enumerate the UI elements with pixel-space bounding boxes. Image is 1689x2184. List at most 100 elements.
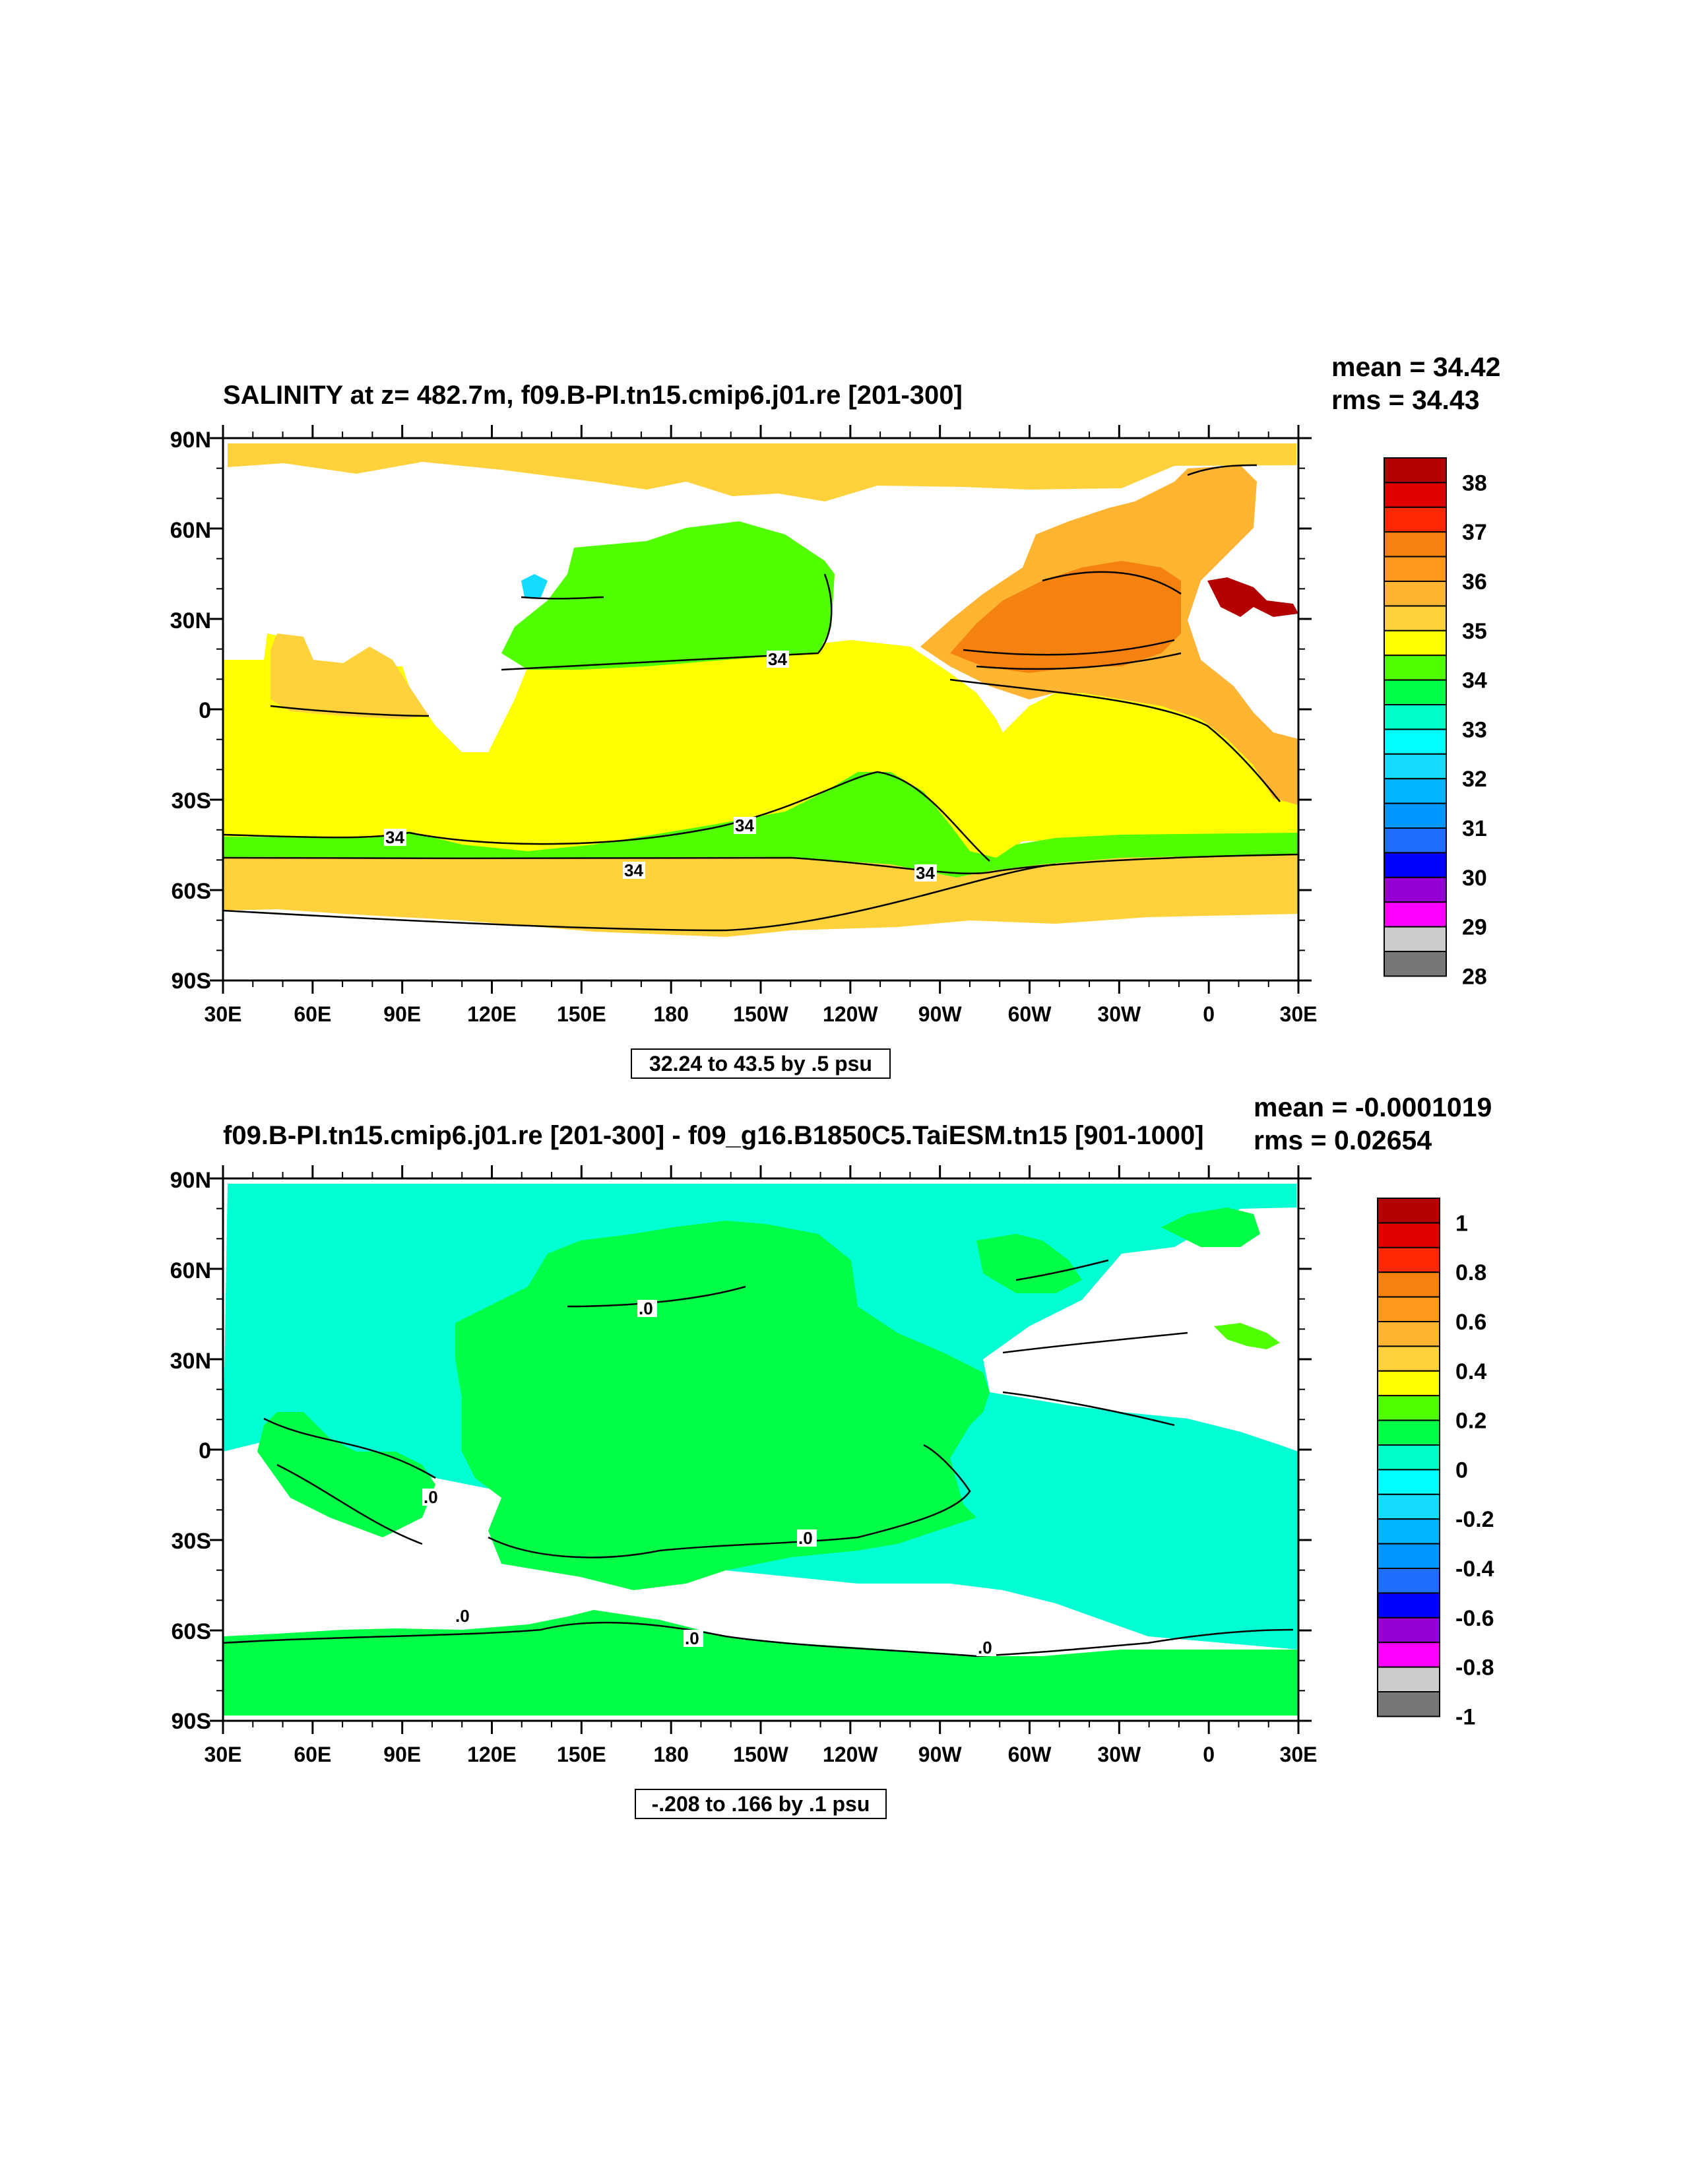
colorbar-label: 36	[1462, 569, 1487, 594]
colorbar-label: -0.2	[1455, 1507, 1494, 1532]
colorbar-swatch	[1377, 1469, 1440, 1495]
panel-1-map: 34 34 34 34 34	[223, 443, 1298, 937]
panel-2-colorbar: 1 0.8 0.6 0.4 0.2 0 -0.2 -0.4 -0.6 -0.8 -1	[1377, 1198, 1494, 1729]
colorbar-swatch	[1384, 926, 1447, 952]
colorbar-label: 0.6	[1455, 1310, 1486, 1335]
colorbar-swatch	[1384, 482, 1447, 508]
colorbar-label: -0.8	[1455, 1655, 1494, 1681]
panel-2-map: .0 .0 .0 .0 .0 .0	[223, 1184, 1298, 1716]
lon-label: 90E	[383, 1743, 421, 1766]
colorbar-swatch	[1384, 457, 1447, 484]
colorbar-swatch	[1384, 802, 1447, 829]
colorbar-swatch	[1377, 1370, 1440, 1397]
contour-label: 34	[916, 863, 935, 883]
colorbar-swatch	[1377, 1345, 1440, 1372]
lat-label: 0	[199, 698, 211, 723]
lon-label: 90W	[918, 1002, 963, 1026]
contour-label: .0	[685, 1628, 699, 1648]
lon-label: 0	[1203, 1743, 1215, 1766]
colorbar-swatch	[1377, 1617, 1440, 1644]
lon-label: 120E	[467, 1743, 517, 1766]
lon-label: 180	[653, 1743, 688, 1766]
colorbar-swatch	[1384, 876, 1447, 903]
lon-label: 60W	[1008, 1743, 1052, 1766]
panel-2-rms: rms = 0.02654	[1254, 1125, 1432, 1155]
greenland-sea-diff-region	[1161, 1207, 1260, 1247]
lat-label: 60S	[172, 879, 212, 904]
lat-label: 30N	[170, 1349, 211, 1374]
colorbar-swatch	[1384, 827, 1447, 854]
contour-label: .0	[798, 1528, 813, 1548]
colorbar-label: 0	[1455, 1458, 1468, 1483]
lat-label: 60N	[170, 518, 211, 543]
southern-ocean-salty-ring	[223, 854, 1298, 937]
colorbar-swatch	[1384, 951, 1447, 977]
panel-2-contours	[223, 1259, 1294, 1657]
southern-ocean-fresh-band	[223, 772, 1298, 878]
lat-label: 30S	[172, 1529, 212, 1554]
panel-2-title: f09.B-PI.tn15.cmip6.j01.re [201-300] - f…	[223, 1121, 1204, 1150]
colorbar-label: -0.4	[1455, 1557, 1494, 1582]
lon-label: 30E	[1280, 1002, 1318, 1026]
colorbar-swatch	[1377, 1444, 1440, 1471]
lat-label: 30N	[170, 608, 211, 633]
north-pacific-fresh-region	[501, 521, 835, 670]
colorbar-label: -1	[1455, 1704, 1475, 1729]
lon-label: 150W	[733, 1002, 788, 1026]
lon-label: 120W	[823, 1743, 878, 1766]
contour-label: .0	[424, 1487, 438, 1507]
panel-2-ticks	[210, 1165, 1312, 1734]
contour-label: .0	[455, 1606, 470, 1626]
colorbar-label: -0.6	[1455, 1606, 1494, 1631]
north-atlantic-high-region	[950, 561, 1181, 673]
contour-label: 34	[385, 827, 404, 847]
lon-label: 150E	[557, 1002, 606, 1026]
lon-label: 90W	[918, 1743, 963, 1766]
panel-1-contour-info: 32.24 to 43.5 by .5 psu	[649, 1052, 872, 1076]
difference-near-zero-region	[455, 1221, 990, 1590]
colorbar-swatch	[1377, 1592, 1440, 1619]
colorbar-label: 29	[1462, 915, 1487, 940]
colorbar-swatch	[1377, 1493, 1440, 1520]
panel-1-contour-labels	[384, 651, 937, 882]
lon-label: 30E	[205, 1002, 242, 1026]
colorbar-swatch	[1384, 901, 1447, 928]
main-salinity-region	[223, 633, 1298, 878]
colorbar-swatch	[1377, 1518, 1440, 1545]
lon-label: 120W	[823, 1002, 878, 1026]
colorbar-label: 28	[1462, 964, 1487, 989]
colorbar-swatch	[1377, 1246, 1440, 1273]
contour-label: .0	[639, 1299, 653, 1318]
lon-label: 30W	[1097, 1002, 1141, 1026]
southern-rim-diff-region	[223, 1610, 1298, 1716]
panel-1-colorbar: 38 37 36 35 34 33 32 31 30 29 28	[1384, 457, 1487, 989]
lat-label: 90S	[172, 969, 212, 994]
colorbar-label: 1	[1455, 1211, 1468, 1236]
colorbar-swatch	[1384, 605, 1447, 631]
lat-label: 60N	[170, 1258, 211, 1283]
arctic-salinity-region	[228, 443, 1296, 501]
colorbar-swatch	[1384, 753, 1447, 780]
lat-label: 90N	[170, 428, 211, 453]
arabian-sea-region	[271, 633, 429, 719]
contour-label: 34	[768, 649, 787, 669]
lon-label: 60E	[294, 1743, 331, 1766]
lon-label: 30E	[205, 1743, 242, 1766]
colorbar-swatch	[1377, 1198, 1440, 1224]
panel-1-contour-info-box	[631, 1048, 891, 1079]
lon-label: 180	[653, 1002, 688, 1026]
colorbar-swatch	[1384, 778, 1447, 804]
colorbar-swatch	[1377, 1222, 1440, 1248]
lon-label: 30W	[1097, 1743, 1141, 1766]
panel-1: SALINITY at z= 482.7m, f09.B-PI.tn15.cmi…	[170, 352, 1500, 1079]
okhotsk-region	[521, 574, 548, 597]
lon-label: 30E	[1280, 1743, 1318, 1766]
colorbar-swatch	[1377, 1395, 1440, 1421]
colorbar-label: 38	[1462, 470, 1487, 496]
colorbar-swatch	[1384, 852, 1447, 878]
colorbar-swatch	[1384, 581, 1447, 607]
colorbar-label: 32	[1462, 767, 1487, 792]
lon-label: 150E	[557, 1743, 606, 1766]
lon-label: 60W	[1008, 1002, 1052, 1026]
